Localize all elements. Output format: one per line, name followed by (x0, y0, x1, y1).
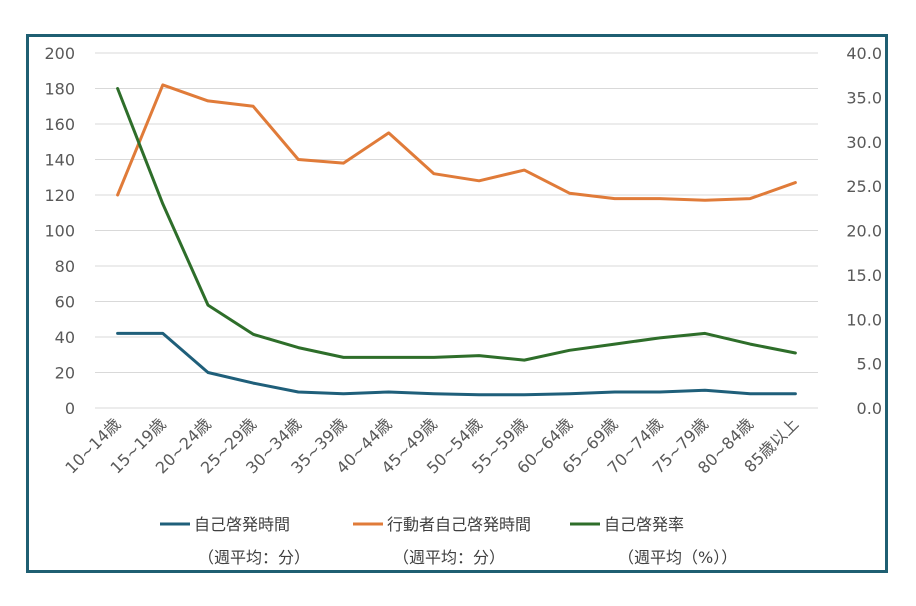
y-right-tick-label: 25.0 (846, 177, 882, 196)
y-left-tick-label: 100 (44, 222, 75, 241)
y-left-tick-label: 80 (55, 257, 75, 276)
y-left-tick-label: 0 (65, 399, 75, 418)
legend-unit: （週平均（%）） (618, 548, 737, 567)
y-left-tick-label: 20 (55, 364, 75, 383)
y-left-tick-label: 60 (55, 293, 75, 312)
y-right-tick-label: 20.0 (846, 222, 882, 241)
y-left-tick-label: 140 (44, 151, 75, 170)
legend-label: 自己啓発率 (604, 515, 684, 534)
y-right-tick-label: 5.0 (857, 355, 882, 374)
y-right-tick-label: 35.0 (846, 88, 882, 107)
series-line (116, 83, 797, 202)
y-left-tick-label: 40 (55, 328, 75, 347)
legend-unit: （週平均：分） (198, 548, 310, 567)
series-line (116, 87, 797, 362)
legend-unit: （週平均：分） (393, 548, 505, 567)
y-left-tick-label: 200 (44, 44, 75, 63)
y-right-tick-label: 40.0 (846, 44, 882, 63)
y-left-tick-label: 160 (44, 115, 75, 134)
series-line (116, 331, 797, 397)
legend-label: 自己啓発時間 (194, 515, 290, 534)
legend-label: 行動者自己啓発時間 (387, 515, 531, 534)
y-left-tick-label: 120 (44, 186, 75, 205)
y-right-tick-label: 10.0 (846, 310, 882, 329)
y-right-tick-label: 15.0 (846, 266, 882, 285)
y-right-tick-label: 30.0 (846, 133, 882, 152)
y-right-tick-label: 0.0 (857, 399, 882, 418)
y-left-tick-label: 180 (44, 80, 75, 99)
